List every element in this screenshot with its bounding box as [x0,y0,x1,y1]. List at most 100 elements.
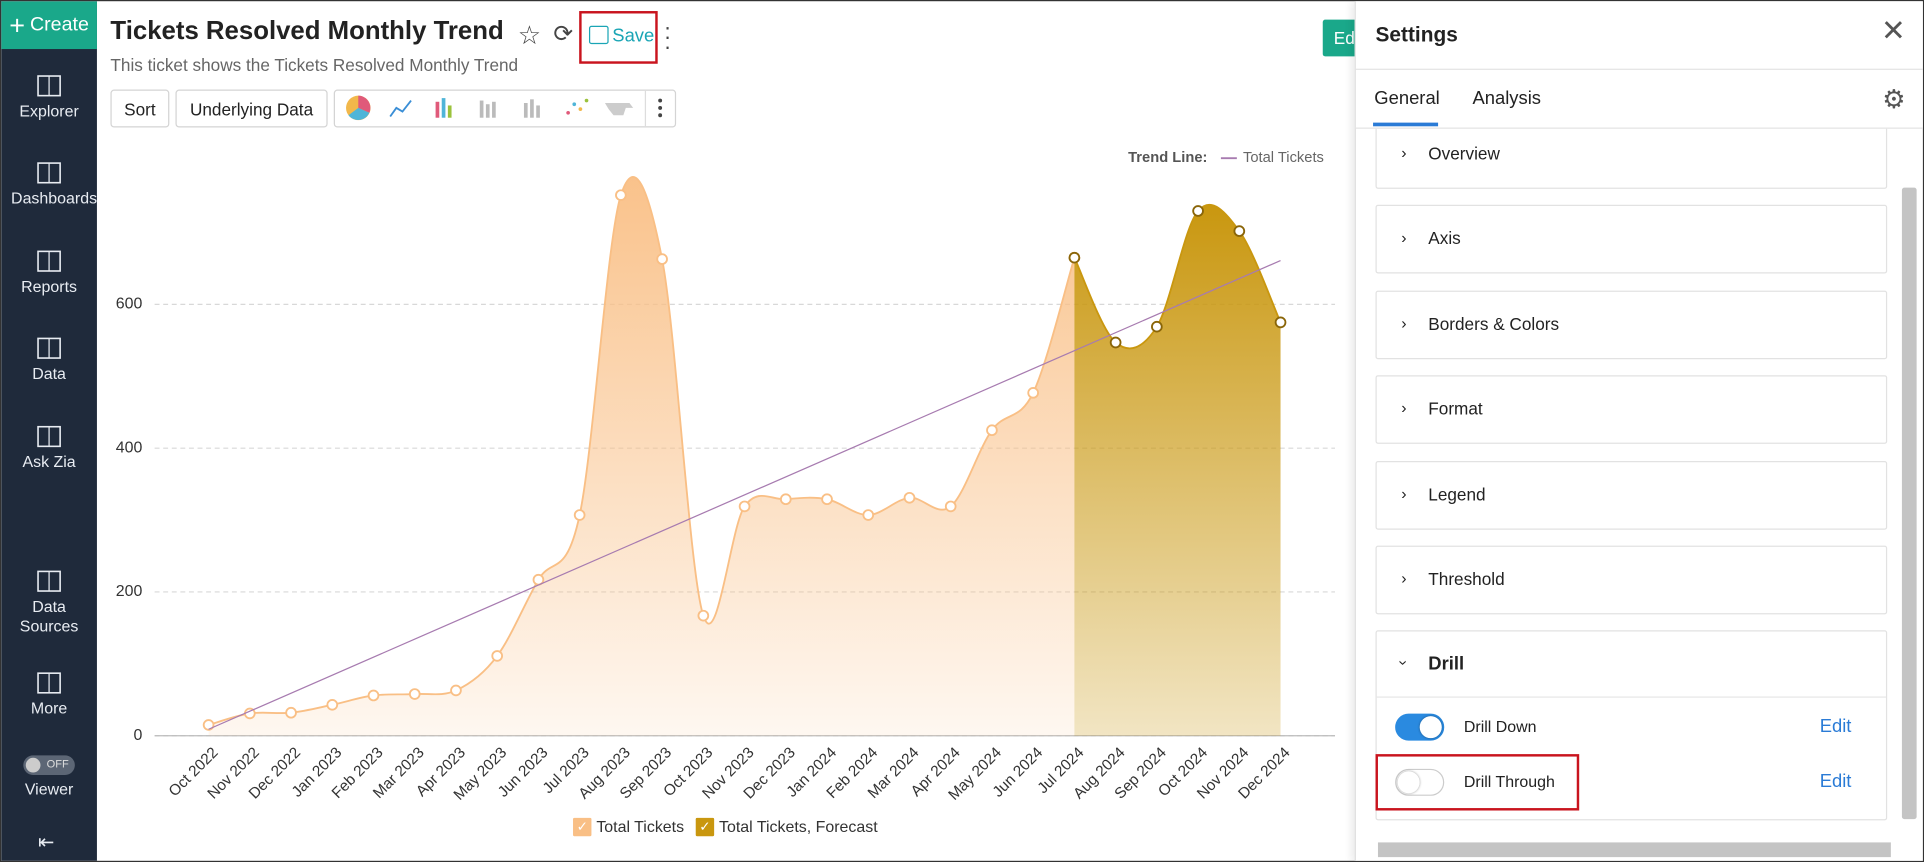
chevron: › [1401,313,1407,333]
sidebar-item[interactable]: More [1,670,97,719]
settings-section[interactable]: › Drill Drill Down Edit Drill Through Edit [1375,630,1888,821]
viewer-toggle[interactable]: OFF [23,755,75,775]
chevron: › [1401,143,1407,162]
horizontal-scrollbar[interactable] [1377,842,1891,858]
sidebar-icon [37,425,61,448]
sidebar-item[interactable]: Reports [1,248,97,297]
section-label: Threshold [1428,568,1505,589]
map-icon[interactable] [604,103,634,116]
toggle[interactable] [1395,714,1445,742]
y-tick-label: 600 [116,296,143,313]
data-point [285,706,297,719]
area-fill [208,176,1075,736]
bar-icon[interactable] [435,98,452,118]
sidebar-label: Explorer [19,101,79,121]
drill-label: Drill Down [1463,717,1537,737]
settings-section[interactable]: › Legend [1375,460,1888,530]
settings-panel: › Overview › Axis › Borders & Colors › Format › L… [1354,1,1923,861]
save-label: Save [612,25,655,47]
sidebar-item[interactable]: Data [1,335,97,384]
report-subtitle: This ticket shows the Tickets Resolved M… [110,55,519,75]
save-icon [588,25,609,45]
section-label: Drill [1428,654,1465,675]
underlying-data-button[interactable]: Underlying Data [175,89,328,128]
sidebar-item[interactable]: Ask Zia [1,423,97,472]
line-icon[interactable] [389,99,412,118]
trend-line [208,259,1281,730]
more-chart-icon[interactable] [658,98,663,118]
settings-section[interactable]: › Borders & Colors [1375,290,1888,360]
star-icon[interactable]: ☆ [517,22,541,51]
edit-link[interactable]: Edit [1819,771,1852,793]
save-button[interactable]: Save [588,25,655,47]
settings-section[interactable]: › Overview [1375,120,1888,189]
chevron: › [1394,660,1414,666]
data-point [450,684,462,697]
data-point [615,189,627,201]
data-point [821,493,833,506]
area-fill [1074,204,1281,736]
y-tick-label: 0 [133,727,142,744]
data-point [408,688,421,700]
sidebar-label: More [30,698,68,718]
viewer-item[interactable]: OFF Viewer [1,755,97,798]
stacked-icon[interactable] [479,99,540,118]
vertical-scrollbar[interactable] [1901,187,1917,820]
series-line [1073,204,1282,350]
toggle-text: OFF [46,757,69,771]
settings-section[interactable]: › Threshold [1375,545,1888,615]
data-point [1192,205,1204,217]
divider [1376,696,1886,699]
trend-legend-name: Total Tickets [1243,150,1324,166]
data-point [1274,316,1287,329]
create-label: Create [29,14,89,35]
legend-check: ✓ [577,819,588,834]
gear-icon[interactable]: ⚙ [1882,85,1906,115]
create-button[interactable]: + Create [1,1,97,50]
sidebar-item[interactable]: Data Sources [1,568,97,637]
scatter-icon[interactable] [566,98,589,115]
sidebar-label: Ask Zia [22,452,76,471]
toggle[interactable] [1395,769,1445,797]
report-title: Tickets Resolved Monthly Trend [110,17,504,46]
settings-section[interactable]: › Axis [1375,205,1888,274]
data-point [862,509,875,521]
sidebar-icon [37,337,61,359]
sort-button[interactable]: Sort [110,89,170,128]
data-point [1233,225,1246,237]
plus-icon: + [9,9,26,40]
y-tick-label: 200 [116,583,143,600]
close-icon[interactable]: ✕ [1881,14,1906,48]
data-point [1027,386,1039,399]
trend-label: Trend Line: [1128,150,1207,166]
section-label: Format [1428,398,1483,419]
chevron: › [1401,483,1407,503]
data-point [1109,336,1122,349]
collapse-icon[interactable]: ⇤ [38,832,55,854]
pie-icon[interactable] [346,95,371,121]
section-label: Legend [1428,483,1486,504]
section-label: Overview [1428,143,1500,164]
more-icon[interactable]: · · · [663,14,672,59]
tab-underline [1373,122,1439,127]
section-label: Axis [1428,228,1461,249]
sidebar-label: Reports [21,277,78,296]
legend-swatch [573,817,592,837]
tab-general[interactable]: General [1374,88,1440,110]
data-point [367,689,380,702]
y-tick-label: 400 [116,439,143,456]
sidebar-item[interactable]: Explorer [1,72,97,121]
chevron: › [1401,228,1407,247]
settings-title: Settings [1375,23,1458,47]
settings-section[interactable]: › Format [1375,375,1888,445]
edit-link[interactable]: Edit [1819,716,1852,738]
refresh-icon[interactable]: ⟳ [553,22,573,48]
toggle-knob [25,757,41,773]
sidebar-label: Dashboards [11,188,98,208]
settings-header: Settings ✕ General Analysis ⚙ [1355,1,1923,129]
data-point [903,491,916,504]
viewer-label: Viewer [24,779,74,799]
sidebar: + Create Explorer Dashboards Reports Data Ask… [1,1,97,861]
sidebar-item[interactable]: Dashboards [1,159,97,208]
tab-analysis[interactable]: Analysis [1472,88,1541,110]
